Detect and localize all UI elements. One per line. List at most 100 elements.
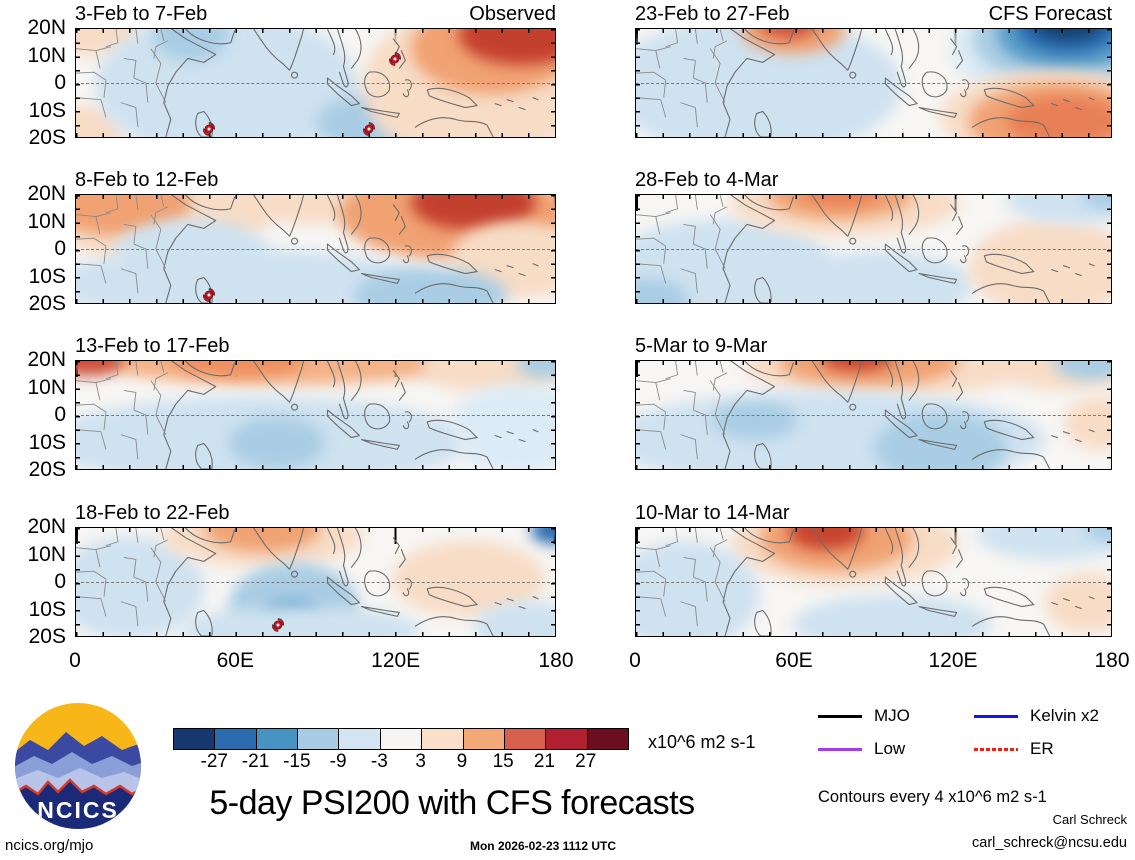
low-line-icon <box>818 747 862 751</box>
map-canvas <box>75 360 556 470</box>
equator-line <box>76 582 555 583</box>
creation-timestamp: Mon 2026-02-23 1112 UTC <box>469 839 617 853</box>
panel-date-label: 8-Feb to 12-Feb <box>75 169 219 191</box>
map-canvas <box>75 527 556 637</box>
y-tick-label: 10N <box>27 43 66 67</box>
panel-forecast-3: 5-Mar to 9-Mar <box>635 335 1112 470</box>
equator-line <box>636 83 1111 84</box>
y-tick-label: 20S <box>28 126 66 149</box>
panel-corner-label: CFS Forecast <box>988 3 1112 25</box>
wave-legend: MJO Kelvin x2 Low ER <box>818 706 1130 772</box>
y-axis-labels: 20N 10N 0 10S 20S <box>27 182 66 315</box>
anomaly-field <box>76 528 555 636</box>
panel-corner-label: Observed <box>469 3 556 25</box>
y-tick-label: 10S <box>28 98 66 122</box>
anomaly-field <box>636 195 1111 303</box>
equator-line <box>76 249 555 250</box>
y-axis-labels: 20N 10N 0 10S 20S <box>27 515 66 648</box>
equator-line <box>76 83 555 84</box>
legend-item-kelvin: Kelvin x2 <box>974 706 1130 726</box>
er-line-icon <box>974 747 1018 751</box>
colorbar-swatch <box>422 729 464 749</box>
panel-forecast-2: 28-Feb to 4-Mar <box>635 169 1112 304</box>
legend-item-er: ER <box>974 739 1130 759</box>
tropical-cyclone-icon <box>202 121 216 137</box>
equator-line <box>636 582 1111 583</box>
panel-observed-2: 8-Feb to 12-Feb 20N 10N 0 10S 20S <box>27 169 556 315</box>
anomaly-field <box>76 361 555 469</box>
tropical-cyclone-icon <box>388 51 402 67</box>
panel-forecast-1: 23-Feb to 27-Feb CFS Forecast <box>635 3 1112 138</box>
colorbar-swatches <box>174 729 628 749</box>
colorbar <box>173 728 629 750</box>
panel-observed-4: 18-Feb to 22-Feb 20N 10N 0 10S 20S 0 60E 120… <box>27 502 573 672</box>
x-tick-label: 120E <box>928 649 978 672</box>
colorbar-swatch <box>256 729 299 749</box>
x-tick-label: 0 <box>629 649 641 672</box>
colorbar-swatch <box>215 729 257 749</box>
colorbar-swatch <box>174 729 216 749</box>
map-canvas <box>635 194 1112 304</box>
colorbar-tick-label: 9 <box>456 751 468 772</box>
panel-date-label: 13-Feb to 17-Feb <box>75 335 230 357</box>
equator-line <box>636 249 1111 250</box>
legend-item-mjo: MJO <box>818 706 974 726</box>
panel-date-label: 28-Feb to 4-Mar <box>635 169 779 191</box>
colorbar-ticks: -27 -21 -15 -9 -3 3 9 15 21 27 <box>173 751 627 773</box>
colorbar-tick-label: -9 <box>329 751 347 772</box>
colorbar-swatch <box>504 729 547 749</box>
figure-title: 5-day PSI200 with CFS forecasts <box>209 784 695 822</box>
map-canvas <box>635 527 1112 637</box>
map-canvas <box>75 194 556 304</box>
colorbar-tick-label: -3 <box>370 751 388 772</box>
ncics-logo: NCICS <box>12 700 144 832</box>
equator-line <box>76 415 555 416</box>
y-tick-label: 20N <box>27 16 66 39</box>
panel-observed-1: 3-Feb to 7-Feb Observed 20N 10N 0 10S 20… <box>27 3 556 149</box>
tropical-cyclone-icon <box>362 121 376 137</box>
author-email: carl_schreck@ncsu.edu <box>972 835 1127 851</box>
logo-text: NCICS <box>37 797 119 823</box>
colorbar-swatch <box>463 729 505 749</box>
panel-date-label: 5-Mar to 9-Mar <box>635 335 768 357</box>
colorbar-tick-label: -21 <box>241 751 270 772</box>
colorbar-swatch <box>339 729 381 749</box>
colorbar-tick-label: 27 <box>575 751 597 772</box>
colorbar-tick-label: -15 <box>283 751 311 772</box>
y-axis-labels: 20N 10N 0 10S 20S <box>6 16 66 149</box>
y-tick-label: 0 <box>54 71 66 94</box>
panel-date-label: 23-Feb to 27-Feb <box>635 3 790 25</box>
colorbar-units: x10^6 m2 s-1 <box>648 732 756 752</box>
kelvin-line-icon <box>974 714 1018 718</box>
colorbar-swatch <box>587 729 628 749</box>
colorbar-swatch <box>298 729 340 749</box>
panel-date-label: 3-Feb to 7-Feb <box>75 3 208 25</box>
legend-item-low: Low <box>818 739 974 759</box>
colorbar-tick-label: 15 <box>492 751 514 772</box>
x-tick-label: 180 <box>538 649 574 672</box>
colorbar-tick-label: 3 <box>415 751 426 772</box>
x-tick-label: 60E <box>775 649 813 672</box>
colorbar-tick-label: 21 <box>533 751 556 772</box>
panel-observed-3: 13-Feb to 17-Feb 20N 10N 0 10S 20S <box>27 335 556 481</box>
x-tick-label: 120E <box>371 649 421 672</box>
site-url: ncics.org/mjo <box>5 837 94 854</box>
colorbar-swatch <box>546 729 588 749</box>
contour-interval-note: Contours every 4 x10^6 m2 s-1 <box>818 788 1047 806</box>
map-canvas <box>635 360 1112 470</box>
author-credit: Carl Schreck <box>1052 812 1127 827</box>
colorbar-tick-label: -27 <box>200 751 228 772</box>
x-tick-label: 0 <box>69 649 81 672</box>
tropical-cyclone-icon <box>202 287 216 303</box>
panel-forecast-4: 10-Mar to 14-Mar 0 60E 120E 180 <box>629 502 1129 672</box>
anomaly-field <box>76 195 555 303</box>
y-axis-labels: 20N 10N 0 10S 20S <box>27 348 66 481</box>
colorbar-swatch <box>380 729 423 749</box>
panel-date-label: 10-Mar to 14-Mar <box>635 502 790 524</box>
x-tick-label: 60E <box>216 649 254 672</box>
panel-title-row: 3-Feb to 7-Feb Observed <box>75 2 556 26</box>
anomaly-field <box>636 528 1111 636</box>
map-canvas <box>635 28 1112 138</box>
tropical-cyclone-icon <box>271 617 285 633</box>
